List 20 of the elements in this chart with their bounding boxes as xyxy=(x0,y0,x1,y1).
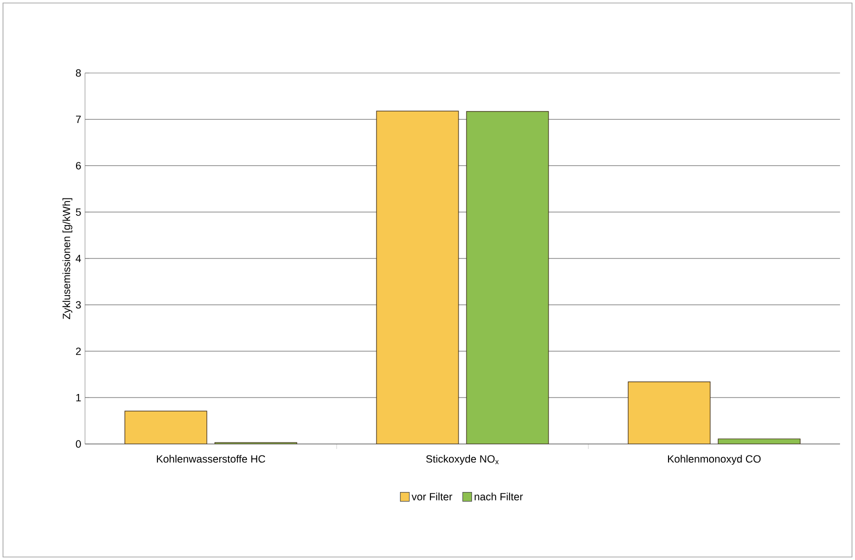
y-axis-title: Zyklusemissionen [g/kWh] xyxy=(62,198,72,320)
y-tick-label: 5 xyxy=(76,208,81,216)
y-tick-label: 2 xyxy=(76,348,81,355)
y-tick-label: 3 xyxy=(76,301,81,309)
y-tick-label: 7 xyxy=(76,116,81,123)
y-tick-label: 4 xyxy=(76,254,81,262)
x-tick-label: Stickoxyde NO$_{x}$ xyxy=(426,454,499,465)
legend-label: vor Filter xyxy=(412,492,452,500)
y-tick-label: 1 xyxy=(76,394,81,402)
y-tick-label: 6 xyxy=(76,162,81,170)
y-tick-label: 0 xyxy=(76,440,81,448)
bar xyxy=(628,382,710,444)
bar xyxy=(124,410,208,444)
bar xyxy=(718,438,800,444)
legend-label: nach Filter xyxy=(474,492,523,500)
bar xyxy=(466,111,549,444)
x-tick-label: Kohlenmonoxyd CO xyxy=(668,454,761,465)
y-tick-label: 8 xyxy=(76,69,81,77)
bar xyxy=(376,110,459,444)
x-tick-label: Kohlenwasserstoffe HC xyxy=(156,454,266,463)
